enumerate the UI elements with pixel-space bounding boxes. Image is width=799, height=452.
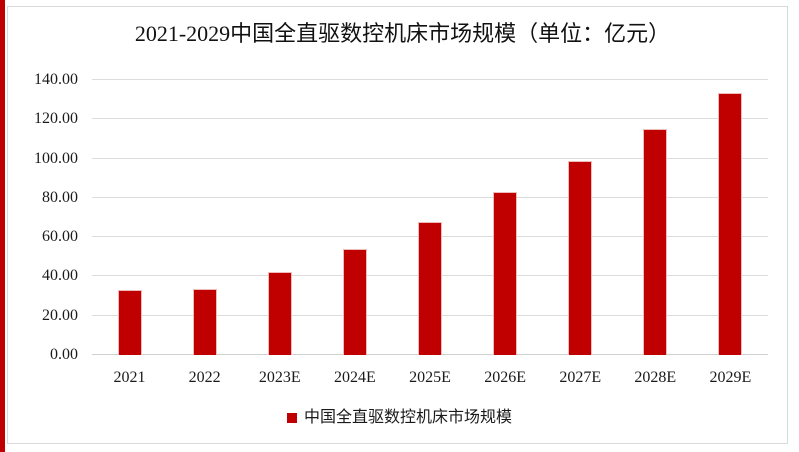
bar-2021	[117, 290, 142, 355]
x-tick-label: 2025E	[409, 369, 451, 386]
y-tick-label: 120.00	[34, 110, 78, 128]
bar-2023E	[267, 272, 292, 355]
left-red-stripe	[0, 0, 5, 452]
x-tick-label: 2027E	[559, 369, 602, 386]
x-tick-label: 2029E	[709, 369, 752, 386]
bar-2024E	[342, 249, 367, 355]
legend-swatch-icon	[286, 413, 297, 423]
legend-label: 中国全直驱数控机床市场规模	[303, 409, 512, 426]
gridline	[92, 118, 768, 120]
legend: 中国全直驱数控机床市场规模	[0, 406, 799, 430]
y-tick-label: 20.00	[42, 306, 78, 324]
x-tick-label: 2021	[113, 369, 146, 386]
gridline	[92, 79, 768, 80]
bar-2025E	[418, 222, 442, 355]
y-tick-label: 80.00	[42, 188, 78, 206]
plot-area	[92, 79, 768, 355]
x-tick-label: 2022	[188, 369, 221, 386]
x-tick-label: 2023E	[258, 369, 301, 386]
y-tick-label: 140.00	[34, 71, 78, 88]
y-tick-label: 0.00	[50, 346, 78, 363]
bar-2022	[192, 289, 217, 355]
x-tick-label: 2028E	[634, 369, 677, 386]
gridline	[92, 157, 768, 159]
gridline	[92, 196, 768, 198]
y-tick-label: 40.00	[42, 267, 78, 285]
y-tick-label: 60.00	[42, 228, 78, 246]
bar-2027E	[568, 161, 593, 355]
chart-title: 2021-2029中国全直驱数控机床市场规模（单位：亿元）	[134, 21, 671, 46]
x-tick-label: 2026E	[484, 369, 526, 386]
x-tick-label: 2024E	[333, 369, 376, 386]
y-tick-label: 100.00	[34, 149, 78, 167]
bar-2026E	[493, 192, 518, 355]
bar-2028E	[643, 129, 668, 355]
bar-2029E	[718, 93, 743, 355]
